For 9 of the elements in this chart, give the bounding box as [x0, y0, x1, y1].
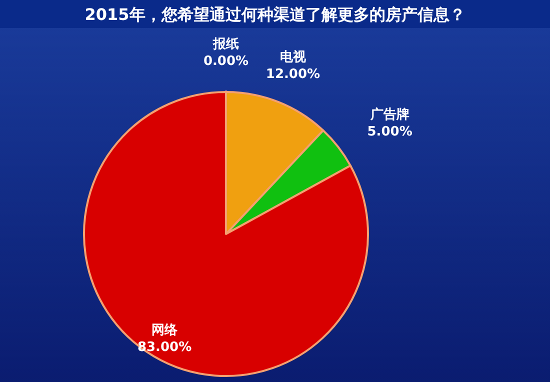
chart-title: 2015年，您希望通过何种渠道了解更多的房产信息？	[84, 5, 466, 24]
slice-label: 网络	[152, 322, 179, 338]
data-label: 12.00%	[266, 66, 320, 82]
text: 0.00%	[203, 54, 249, 69]
slice-label: 电视	[280, 48, 307, 65]
data-label: 5.00%	[367, 124, 412, 140]
pie-slice	[83, 91, 369, 377]
slice-label: 广告牌	[369, 106, 410, 122]
category-label: 报纸	[213, 37, 239, 52]
